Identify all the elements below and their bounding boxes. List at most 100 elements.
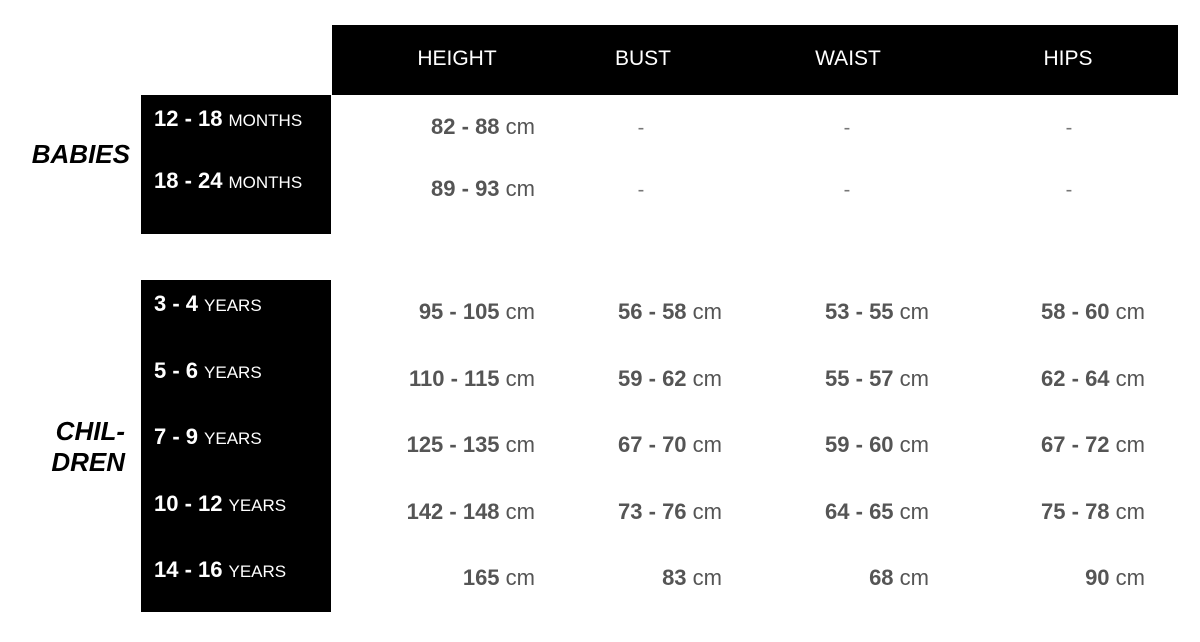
- age-period: YEARS: [204, 296, 262, 315]
- measurement-value: 165: [462, 565, 500, 590]
- age-range: 18 - 24: [154, 168, 223, 193]
- measurement-value: 59 - 60: [825, 432, 894, 457]
- group-label-line: CHIL-: [55, 416, 125, 446]
- measurement-value: 142 - 148: [406, 499, 500, 524]
- column-header-bar: HEIGHT BUST WAIST HIPS: [332, 25, 1178, 95]
- age-label: 14 - 16 YEARS: [154, 557, 286, 583]
- measurement-value: 67 - 70: [618, 432, 687, 457]
- unit-label: cm: [1115, 565, 1145, 590]
- unit-label: cm: [692, 432, 722, 457]
- column-header-hips: HIPS: [1043, 47, 1093, 70]
- empty-cell: -: [637, 179, 645, 201]
- age-range: 14 - 16: [154, 557, 223, 582]
- unit-label: cm: [899, 565, 929, 590]
- unit-label: cm: [505, 366, 535, 391]
- unit-label: cm: [1115, 499, 1145, 524]
- measurement-cell: 142 - 148 cm: [407, 499, 535, 525]
- empty-cell: -: [1065, 179, 1073, 201]
- measurement-value: 83: [662, 565, 687, 590]
- measurement-value: 73 - 76: [618, 499, 687, 524]
- measurement-cell: 55 - 57 cm: [825, 366, 929, 392]
- measurement-value: 68: [869, 565, 894, 590]
- measurement-cell: 82 - 88 cm: [431, 114, 535, 140]
- age-period: MONTHS: [228, 111, 303, 130]
- measurement-cell: 165 cm: [463, 565, 535, 591]
- age-range: 7 - 9: [154, 424, 199, 449]
- unit-label: cm: [899, 366, 929, 391]
- measurement-value: 75 - 78: [1041, 499, 1110, 524]
- group-label-babies: BABIES: [31, 139, 130, 169]
- measurement-cell: 68 cm: [869, 565, 929, 591]
- measurement-value: 53 - 55: [825, 299, 894, 324]
- age-period: YEARS: [204, 363, 262, 382]
- unit-label: cm: [505, 176, 535, 201]
- unit-label: cm: [505, 299, 535, 324]
- unit-label: cm: [692, 366, 722, 391]
- measurement-cell: 56 - 58 cm: [618, 299, 722, 325]
- measurement-value: 90: [1085, 565, 1110, 590]
- unit-label: cm: [505, 432, 535, 457]
- measurement-value: 58 - 60: [1041, 299, 1110, 324]
- age-period: MONTHS: [228, 173, 303, 192]
- unit-label: cm: [692, 499, 722, 524]
- children-age-block: 3 - 4 YEARS 5 - 6 YEARS 7 - 9 YEARS 10 - 12 YEA…: [141, 280, 331, 612]
- empty-cell: -: [1065, 117, 1073, 139]
- measurement-value: 67 - 72: [1041, 432, 1110, 457]
- measurement-value: 110 - 115: [409, 366, 500, 391]
- measurement-value: 56 - 58: [618, 299, 687, 324]
- age-label: 18 - 24 MONTHS: [154, 168, 302, 194]
- age-label: 12 - 18 MONTHS: [154, 106, 302, 132]
- age-range: 3 - 4: [154, 291, 199, 316]
- measurement-value: 62 - 64: [1041, 366, 1110, 391]
- measurement-cell: 75 - 78 cm: [1041, 499, 1145, 525]
- unit-label: cm: [899, 432, 929, 457]
- column-header-bust: BUST: [614, 47, 672, 70]
- age-label: 10 - 12 YEARS: [154, 491, 286, 517]
- measurement-cell: 90 cm: [1085, 565, 1145, 591]
- measurement-cell: 59 - 62 cm: [618, 366, 722, 392]
- age-period: YEARS: [204, 429, 262, 448]
- group-label-line: DREN: [51, 447, 125, 477]
- unit-label: cm: [505, 499, 535, 524]
- empty-cell: -: [637, 117, 645, 139]
- measurement-value: 55 - 57: [825, 366, 894, 391]
- measurement-cell: 125 - 135 cm: [407, 432, 535, 458]
- column-header-height: HEIGHT: [417, 47, 497, 70]
- measurement-cell: 58 - 60 cm: [1041, 299, 1145, 325]
- measurement-value: 82 - 88: [431, 114, 500, 139]
- age-range: 12 - 18: [154, 106, 223, 131]
- column-header-waist: WAIST: [815, 47, 881, 70]
- age-range: 10 - 12: [154, 491, 223, 516]
- measurement-value: 64 - 65: [825, 499, 894, 524]
- empty-cell: -: [843, 179, 851, 201]
- measurement-cell: 67 - 70 cm: [618, 432, 722, 458]
- measurement-cell: 95 - 105 cm: [419, 299, 535, 325]
- unit-label: cm: [505, 565, 535, 590]
- measurement-cell: 73 - 76 cm: [618, 499, 722, 525]
- measurement-value: 95 - 105: [418, 299, 500, 324]
- measurement-cell: 62 - 64 cm: [1041, 366, 1145, 392]
- age-label: 5 - 6 YEARS: [154, 358, 262, 384]
- measurement-cell: 89 - 93 cm: [431, 176, 535, 202]
- measurement-cell: 67 - 72 cm: [1041, 432, 1145, 458]
- unit-label: cm: [899, 299, 929, 324]
- unit-label: cm: [692, 565, 722, 590]
- measurement-value: 125 - 135: [406, 432, 500, 457]
- age-label: 3 - 4 YEARS: [154, 291, 262, 317]
- measurement-value: 59 - 62: [618, 366, 687, 391]
- babies-age-block: 12 - 18 MONTHS 18 - 24 MONTHS: [141, 95, 331, 234]
- age-range: 5 - 6: [154, 358, 199, 383]
- measurement-cell: 83 cm: [662, 565, 722, 591]
- group-label-children: CHIL- DREN: [10, 416, 125, 478]
- measurement-cell: 110 - 115 cm: [409, 366, 535, 392]
- age-label: 7 - 9 YEARS: [154, 424, 262, 450]
- unit-label: cm: [899, 499, 929, 524]
- empty-cell: -: [843, 117, 851, 139]
- measurement-cell: 59 - 60 cm: [825, 432, 929, 458]
- unit-label: cm: [1115, 366, 1145, 391]
- age-period: YEARS: [228, 562, 287, 581]
- measurement-cell: 53 - 55 cm: [825, 299, 929, 325]
- measurement-cell: 64 - 65 cm: [825, 499, 929, 525]
- unit-label: cm: [505, 114, 535, 139]
- measurement-value: 89 - 93: [431, 176, 500, 201]
